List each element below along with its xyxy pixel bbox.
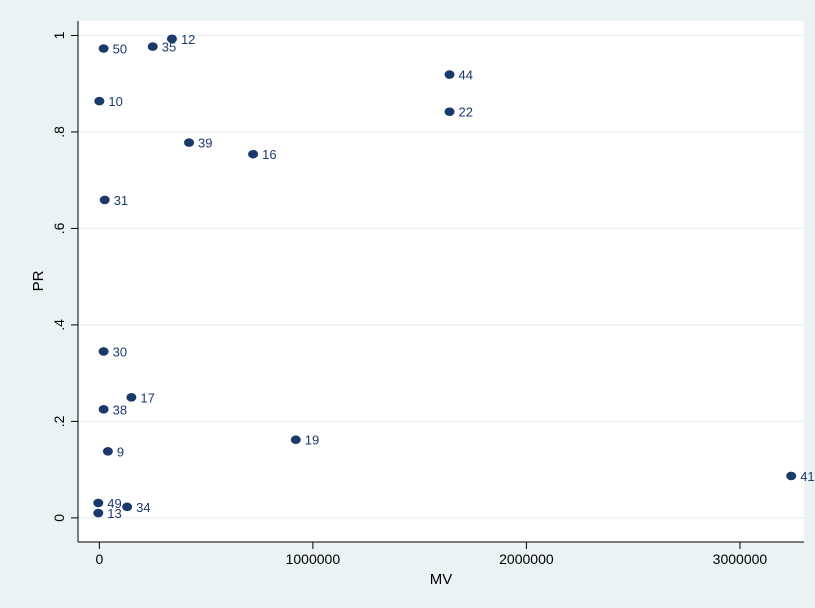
- data-point-34: [122, 502, 133, 512]
- y-axis-title: PR: [30, 270, 47, 291]
- point-label-10: 10: [108, 94, 122, 109]
- point-label-12: 12: [181, 32, 195, 47]
- point-label-39: 39: [198, 136, 212, 151]
- x-tick-label-1: 1000000: [286, 551, 341, 567]
- point-label-41: 41: [800, 469, 814, 484]
- plot-area: [78, 21, 804, 542]
- data-point-31: [99, 195, 110, 205]
- y-tick-label-2: .4: [51, 319, 67, 331]
- y-tick-label-1: .2: [51, 415, 67, 427]
- data-point-12: [166, 34, 177, 44]
- x-tick-label-3: 3000000: [713, 551, 768, 567]
- data-point-50: [98, 44, 109, 53]
- data-point-17: [126, 392, 137, 402]
- x-tick-label-2: 2000000: [499, 551, 554, 567]
- data-point-38: [98, 405, 109, 414]
- data-point-22: [444, 107, 455, 116]
- y-tick-label-0: 0: [51, 514, 67, 522]
- y-tick-label-5: 1: [51, 31, 67, 39]
- point-label-44: 44: [459, 68, 473, 83]
- point-label-22: 22: [459, 105, 473, 120]
- point-label-34: 34: [136, 500, 150, 515]
- data-point-44: [444, 70, 455, 79]
- data-point-41: [786, 471, 797, 481]
- point-label-50: 50: [113, 41, 127, 56]
- point-label-49: 49: [107, 496, 121, 511]
- y-tick-label-4: .8: [51, 126, 67, 138]
- y-tick-label-3: .6: [51, 222, 67, 234]
- point-label-35: 35: [162, 40, 176, 55]
- point-labels: 12 35 50 44 10 22 39 16 31 30 17 38 19 9 41 49 34 13: [107, 32, 814, 521]
- point-label-31: 31: [114, 193, 128, 208]
- data-points: [93, 34, 797, 518]
- data-point-13: [93, 508, 104, 518]
- point-label-17: 17: [140, 390, 154, 405]
- data-point-19: [290, 435, 301, 445]
- point-label-38: 38: [113, 402, 127, 417]
- point-label-16: 16: [262, 147, 276, 162]
- x-tick-label-0: 0: [95, 551, 103, 567]
- axes: 0.2.4.6.810 1000000 2000000 3000000: [51, 21, 804, 567]
- point-label-9: 9: [117, 444, 124, 459]
- data-point-35: [147, 42, 158, 51]
- gridlines: [78, 34, 804, 519]
- data-point-30: [98, 347, 109, 356]
- data-point-10: [94, 96, 105, 106]
- data-point-39: [184, 138, 195, 147]
- data-point-9: [102, 447, 113, 456]
- data-point-49: [93, 498, 104, 508]
- point-label-13: 13: [107, 506, 121, 521]
- data-point-16: [248, 149, 259, 159]
- point-label-30: 30: [113, 344, 127, 359]
- x-axis-title: MV: [430, 571, 453, 588]
- point-label-19: 19: [305, 433, 319, 448]
